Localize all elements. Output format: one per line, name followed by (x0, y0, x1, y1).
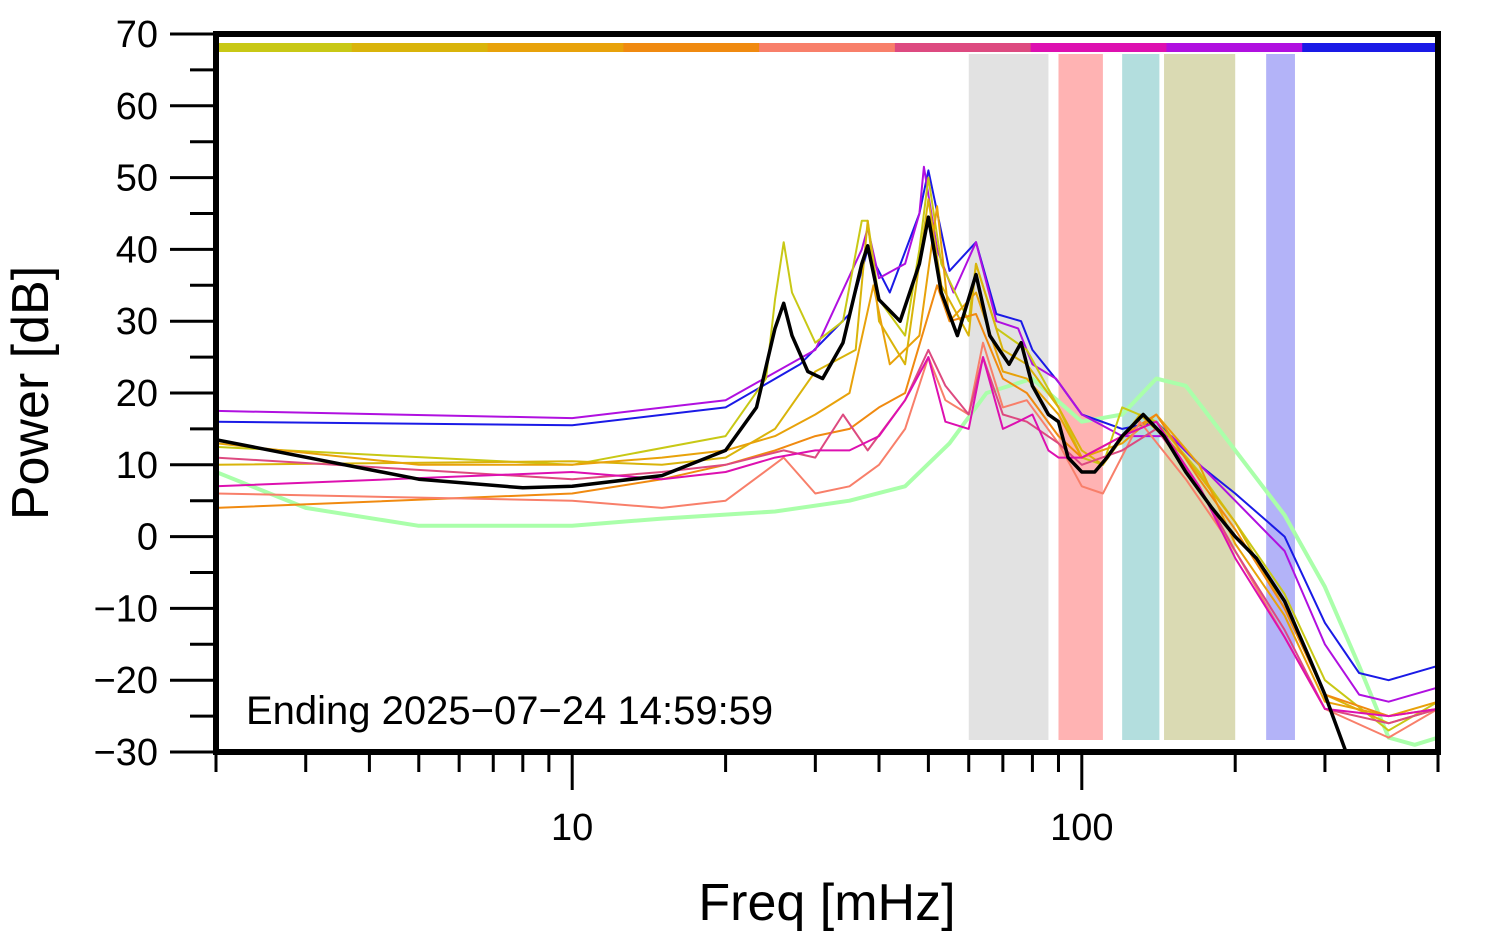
y-tick-label: −10 (94, 588, 158, 630)
y-tick-label: 60 (116, 86, 158, 128)
y-tick-label: 0 (137, 517, 158, 559)
frequency-bands (968, 54, 1295, 740)
series-line-1 (216, 376, 1438, 747)
x-tick-label: 10 (551, 807, 593, 849)
y-tick-label: 30 (116, 301, 158, 343)
y-tick-label: 70 (116, 14, 158, 56)
x-axis: 10 100 (214, 752, 1440, 849)
band-4 (1164, 54, 1236, 740)
strip-segment-6 (894, 43, 1032, 52)
series-line-4 (216, 176, 1438, 732)
strip-segment-1 (216, 43, 353, 52)
series-line-3 (216, 165, 1438, 703)
x-tick-label: 100 (1050, 807, 1113, 849)
strip-segment-3 (487, 43, 624, 52)
strip-segment-9 (1302, 43, 1439, 52)
series-line-10 (216, 356, 1438, 718)
y-tick-label: 10 (116, 445, 158, 487)
series-line-11 (216, 215, 1348, 752)
x-axis-title: Freq [mHz] (698, 874, 955, 932)
strip-segment-2 (351, 43, 489, 52)
y-tick-label: 40 (116, 229, 158, 271)
y-tick-label: 50 (116, 158, 158, 200)
band-1 (968, 54, 1049, 740)
annotation-ending-time: Ending 2025−07−24 14:59:59 (246, 689, 773, 733)
strip-segment-4 (623, 43, 760, 52)
y-axis: −30 −20 −10 0 10 20 30 40 50 60 70 (94, 14, 216, 774)
series-line-8 (216, 341, 1438, 739)
y-tick-label: 20 (116, 373, 158, 415)
series-line-6 (216, 205, 1438, 718)
series-line-9 (216, 348, 1438, 725)
series-line-2 (216, 169, 1438, 682)
y-axis-title: Power [dB] (2, 266, 60, 520)
strip-segment-5 (759, 43, 896, 52)
plot-frame (213, 31, 1441, 755)
y-tick-label: −20 (94, 660, 158, 702)
series-line-7 (216, 284, 1438, 718)
strip-segment-7 (1030, 43, 1167, 52)
top-color-strip (216, 43, 1439, 52)
series-line-5 (216, 198, 1438, 725)
y-tick-label: −30 (94, 732, 158, 774)
band-5 (1266, 54, 1295, 740)
band-2 (1058, 54, 1103, 740)
strip-segment-8 (1166, 43, 1303, 52)
series-lines (216, 165, 1438, 752)
